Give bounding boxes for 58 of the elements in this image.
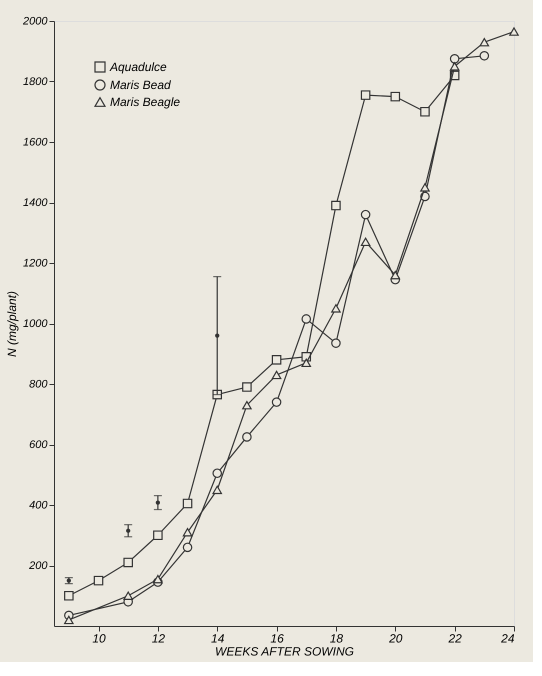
point bbox=[242, 432, 252, 442]
point bbox=[64, 616, 74, 624]
point bbox=[360, 90, 370, 100]
point bbox=[301, 358, 312, 368]
x-tick-label: 22 bbox=[447, 632, 462, 646]
y-axis-title: N (mg/plant) bbox=[5, 290, 20, 358]
x-tick-label: 10 bbox=[92, 632, 106, 646]
y-tick-label: 2000 bbox=[22, 16, 48, 28]
point bbox=[64, 590, 74, 601]
point bbox=[420, 106, 430, 117]
point bbox=[509, 27, 519, 36]
point bbox=[153, 530, 163, 540]
y-tick-label: 800 bbox=[29, 378, 48, 390]
point bbox=[212, 468, 222, 478]
point bbox=[182, 528, 192, 536]
point bbox=[272, 370, 282, 380]
y-tick-label: 200 bbox=[28, 560, 48, 572]
point bbox=[123, 558, 133, 568]
point bbox=[331, 304, 341, 313]
point bbox=[212, 486, 222, 494]
point bbox=[182, 542, 192, 552]
x-tick-label: 24 bbox=[500, 632, 515, 646]
point bbox=[480, 38, 490, 46]
legend-label: Maris Bead bbox=[110, 78, 172, 92]
y-tick-label: 600 bbox=[29, 439, 48, 451]
point bbox=[331, 200, 341, 210]
point bbox=[301, 314, 312, 324]
x-tick-label: 18 bbox=[330, 632, 344, 646]
point bbox=[480, 51, 490, 61]
point bbox=[242, 400, 252, 410]
x-tick-label: 14 bbox=[211, 632, 225, 646]
y-tick-label: 1800 bbox=[23, 76, 48, 88]
point bbox=[182, 498, 192, 508]
y-tick-label: 1200 bbox=[23, 258, 48, 270]
y-tick-label: 400 bbox=[29, 500, 48, 512]
point bbox=[420, 183, 430, 192]
point bbox=[360, 210, 370, 220]
point bbox=[94, 576, 104, 586]
point bbox=[450, 62, 460, 71]
x-tick-label: 16 bbox=[270, 632, 284, 646]
point bbox=[153, 574, 163, 584]
y-tick-label: 1600 bbox=[23, 136, 48, 148]
y-tick-label: 1000 bbox=[23, 318, 48, 330]
point bbox=[390, 92, 400, 102]
point bbox=[123, 592, 133, 600]
point bbox=[360, 238, 370, 246]
y-tick-label: 1400 bbox=[23, 197, 48, 209]
legend-label: Maris Beagle bbox=[110, 95, 180, 109]
point bbox=[272, 397, 282, 407]
legend-label: Aquadulce bbox=[109, 60, 168, 74]
point bbox=[450, 54, 460, 64]
point bbox=[390, 270, 400, 280]
point bbox=[331, 338, 341, 348]
point bbox=[242, 382, 252, 392]
x-tick-label: 12 bbox=[152, 632, 166, 646]
point bbox=[272, 355, 282, 365]
x-tick-label: 20 bbox=[388, 632, 403, 646]
x-axis-title: WEEKS AFTER SOWING bbox=[215, 644, 354, 658]
